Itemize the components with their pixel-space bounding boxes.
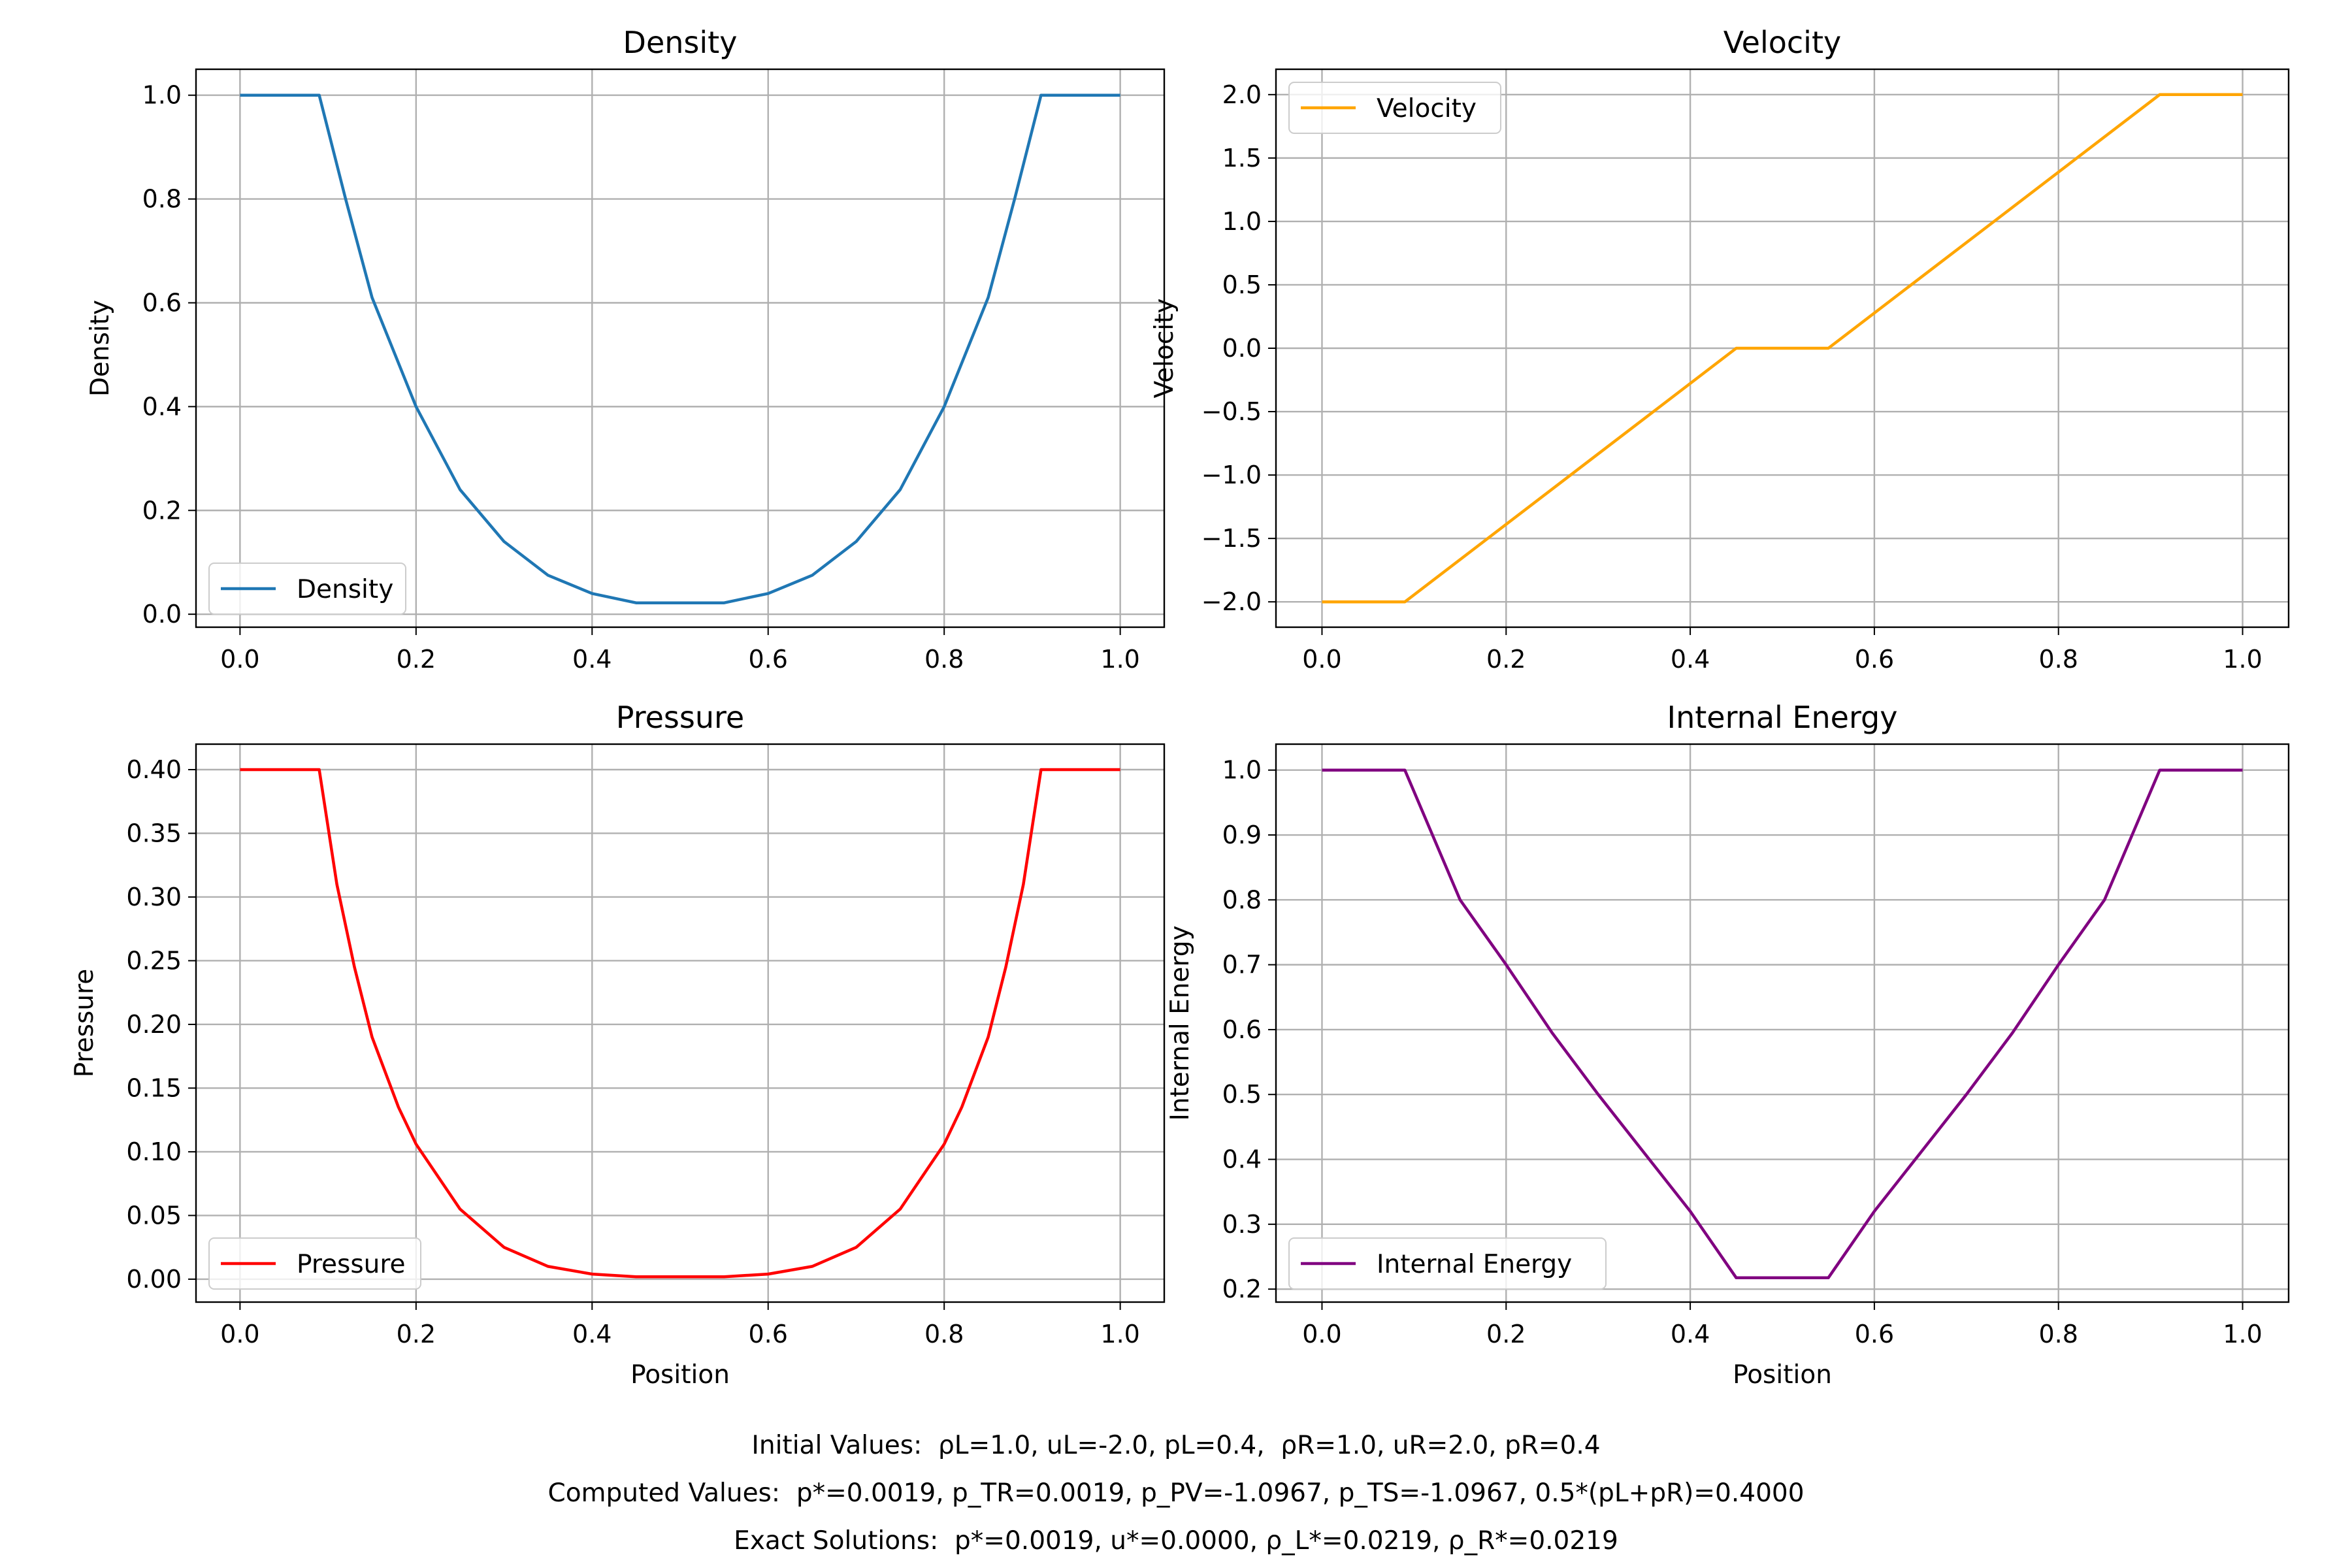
legend-pressure: Pressure [208, 1237, 421, 1290]
chart-density: 0.0 0.2 0.4 0.6 0.8 1.0 0.0 0.2 0.4 0.6 0.8 1.0 Dens… [86, 25, 1166, 674]
y-tick-label: 0.6 [142, 288, 182, 317]
chart-title: Density [623, 25, 738, 60]
chart-title: Internal Energy [1667, 700, 1898, 735]
x-tick-label: 0.2 [397, 1320, 436, 1348]
y-tick-label: 0.0 [1222, 334, 1262, 363]
y-tick-label: 0.5 [1222, 1080, 1262, 1109]
y-tick-label: 0.00 [126, 1265, 182, 1294]
y-tick-label: 0.10 [126, 1137, 182, 1166]
x-tick-label: 0.4 [1671, 1320, 1710, 1348]
x-tick-label: 0.0 [220, 645, 259, 674]
legend-label: Density [297, 575, 393, 604]
y-tick-label: 0.4 [1222, 1145, 1262, 1174]
legend-box [1288, 82, 1501, 134]
computed-values-text: Computed Values: p*=0.0019, p_TR=0.0019,… [547, 1478, 1805, 1508]
chart-pressure: 0.0 0.2 0.4 0.6 0.8 1.0 0.00 0.05 0.10 0.15 0.20 0.… [70, 700, 1166, 1390]
y-tick-label: −0.5 [1201, 397, 1262, 426]
y-tick-label: 2.0 [1222, 80, 1262, 109]
series-line-density [240, 93, 1120, 604]
x-tick-label: 0.8 [924, 645, 964, 674]
y-axis-label: Internal Energy [1166, 925, 1195, 1120]
chart-velocity: 0.0 0.2 0.4 0.6 0.8 1.0 −2.0 −1.5 −1.0 −0.5 0.0 0.5… [1150, 25, 2290, 674]
plot-frame [195, 743, 1166, 1303]
y-tick-label: −1.0 [1201, 461, 1262, 489]
x-axis-label: Position [1733, 1360, 1832, 1390]
series-line-pressure [240, 768, 1120, 1279]
chart-title: Pressure [616, 700, 744, 735]
x-tick-label: 0.6 [749, 1320, 788, 1348]
y-tick-label: 0.8 [1222, 885, 1262, 914]
x-tick-label: 0.2 [1486, 1320, 1526, 1348]
x-tick-label: 0.6 [749, 645, 788, 674]
series-line-velocity [1322, 93, 2243, 604]
x-tick-label: 1.0 [1100, 1320, 1139, 1348]
x-tick-label: 1.0 [2223, 1320, 2262, 1348]
x-tick-label: 0.8 [2039, 645, 2078, 674]
y-tick-label: −1.5 [1201, 524, 1262, 553]
y-tick-label: 0.8 [142, 185, 182, 214]
y-tick-label: 0.2 [1222, 1275, 1262, 1303]
y-tick-label: 0.2 [142, 496, 182, 525]
plot-frame [195, 68, 1166, 629]
x-tick-label: 0.8 [2039, 1320, 2078, 1348]
initial-values-text: Initial Values: ρL=1.0, uL=-2.0, pL=0.4,… [751, 1431, 1601, 1460]
y-tick-label: 0.05 [126, 1201, 182, 1230]
y-tick-label: −2.0 [1201, 587, 1262, 616]
series-line-internal-energy [1322, 768, 2243, 1280]
x-tick-label: 0.4 [572, 645, 612, 674]
x-tick-label: 0.4 [1671, 645, 1710, 674]
x-axis-label: Position [630, 1360, 730, 1390]
y-axis-label: Density [86, 300, 115, 397]
y-tick-label: 0.7 [1222, 951, 1262, 979]
x-tick-label: 0.2 [397, 645, 436, 674]
legend-box [1288, 1237, 1607, 1290]
y-tick-label: 0.15 [126, 1073, 182, 1102]
y-tick-label: 0.30 [126, 883, 182, 911]
chart-title: Velocity [1723, 25, 1841, 60]
x-tick-label: 0.8 [924, 1320, 964, 1348]
x-tick-label: 0.0 [1302, 645, 1341, 674]
y-tick-label: 0.6 [1222, 1015, 1262, 1044]
y-axis-label: Velocity [1150, 299, 1179, 399]
legend-density: Density [208, 563, 406, 615]
x-tick-label: 0.2 [1486, 645, 1526, 674]
exact-solutions-text: Exact Solutions: p*=0.0019, u*=0.0000, ρ… [734, 1526, 1618, 1556]
y-tick-label: 1.0 [142, 81, 182, 110]
x-tick-label: 0.6 [1855, 645, 1894, 674]
legend-internal-energy: Internal Energy [1288, 1237, 1607, 1290]
x-tick-label: 0.0 [220, 1320, 259, 1348]
y-tick-label: 0.0 [142, 600, 182, 629]
x-tick-label: 0.6 [1855, 1320, 1894, 1348]
y-tick-label: 0.5 [1222, 270, 1262, 299]
y-tick-label: 0.40 [126, 755, 182, 784]
legend-box [208, 1237, 421, 1290]
legend-box [208, 563, 406, 615]
plot-frame [1275, 743, 2290, 1303]
legend-velocity: Velocity [1288, 82, 1501, 134]
y-tick-label: 0.20 [126, 1010, 182, 1039]
y-tick-label: 0.4 [142, 392, 182, 421]
y-tick-label: 0.35 [126, 819, 182, 847]
legend-label: Internal Energy [1377, 1250, 1572, 1279]
y-tick-label: 1.0 [1222, 207, 1262, 236]
legend-label: Velocity [1377, 94, 1477, 123]
y-tick-label: 0.9 [1222, 821, 1262, 849]
chart-internal-energy: 0.0 0.2 0.4 0.6 0.8 1.0 0.2 0.3 0.4 0.5 0.6 0.7 0.8 0… [1166, 700, 2290, 1390]
x-tick-label: 1.0 [1100, 645, 1139, 674]
y-tick-label: 0.25 [126, 946, 182, 975]
y-tick-label: 0.3 [1222, 1210, 1262, 1239]
x-tick-label: 0.0 [1302, 1320, 1341, 1348]
y-axis-label: Pressure [70, 969, 99, 1078]
y-tick-label: 1.5 [1222, 144, 1262, 172]
x-tick-label: 1.0 [2223, 645, 2262, 674]
y-tick-label: 1.0 [1222, 756, 1262, 785]
legend-label: Pressure [297, 1250, 406, 1279]
x-tick-label: 0.4 [572, 1320, 612, 1348]
